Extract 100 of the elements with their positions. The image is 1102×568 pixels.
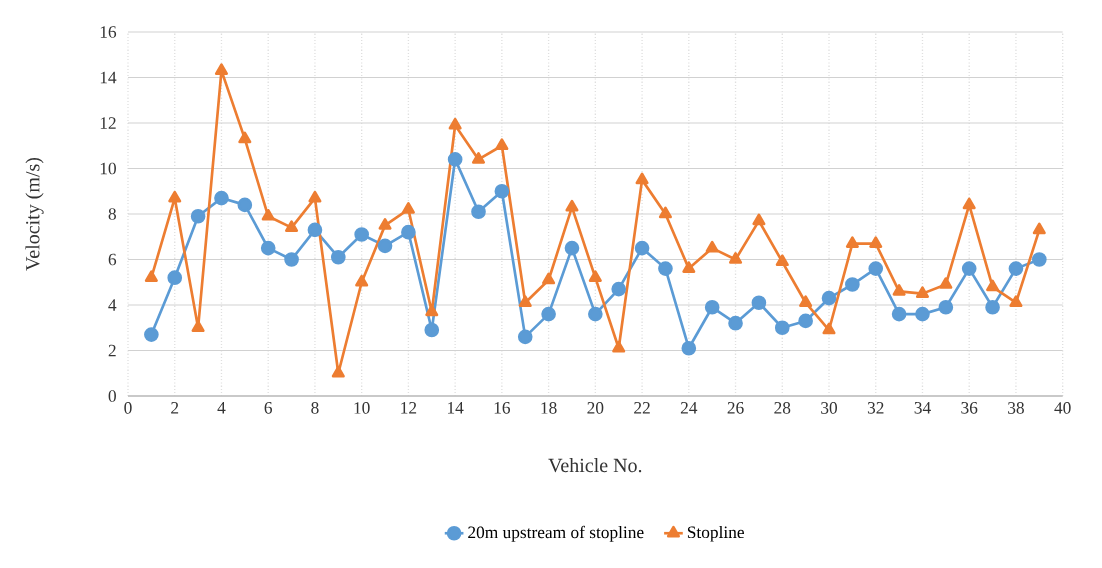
y-axis-title: Velocity (m/s): [25, 157, 44, 271]
point: [308, 190, 322, 203]
x-tick-label: 14: [448, 402, 464, 414]
point: [821, 290, 837, 306]
point: [447, 152, 463, 167]
point: [355, 274, 369, 287]
x-tick-label: 38: [1008, 402, 1024, 414]
y-tick-label: 14: [100, 71, 117, 84]
point: [985, 299, 1000, 315]
point: [961, 261, 977, 276]
x-tick-label: 4: [217, 402, 226, 414]
legend-label: Stopline: [687, 525, 744, 542]
point: [892, 284, 906, 296]
point: [962, 197, 976, 210]
point: [774, 320, 790, 336]
point: [705, 240, 719, 253]
point: [495, 138, 509, 151]
point: [986, 279, 1000, 292]
point: [307, 222, 323, 238]
y-tick-label: 10: [100, 162, 116, 175]
point: [377, 238, 393, 254]
point: [354, 227, 370, 242]
point: [425, 304, 439, 317]
y-tick-label: 0: [108, 390, 116, 402]
x-tick-label: 24: [680, 402, 698, 414]
point: [799, 295, 813, 308]
y-tick-label: 8: [108, 208, 116, 220]
x-tick-label: 0: [124, 402, 132, 414]
point: [261, 208, 275, 221]
point: [144, 327, 159, 342]
point: [214, 63, 229, 76]
point: [915, 306, 930, 322]
x-tick-label: 2: [171, 402, 179, 414]
point: [168, 190, 182, 203]
x-tick-label: 18: [541, 402, 557, 414]
point: [191, 320, 205, 333]
y-tick-label: 6: [108, 253, 117, 266]
point: [658, 206, 672, 219]
point: [1031, 252, 1047, 267]
point: [938, 299, 954, 315]
point: [1009, 295, 1023, 308]
point: [238, 131, 252, 144]
point: [845, 277, 860, 292]
point: [1008, 261, 1024, 276]
point: [775, 254, 789, 267]
y-tick-label: 4: [108, 299, 117, 311]
point: [845, 236, 859, 248]
point: [401, 202, 415, 214]
point: [285, 220, 299, 232]
x-axis-title: Vehicle No.: [548, 458, 642, 473]
point: [330, 249, 346, 265]
y-tick-label: 2: [108, 344, 116, 357]
x-tick-label: 28: [774, 402, 791, 414]
point: [542, 272, 556, 285]
x-tick-label: 10: [354, 402, 370, 414]
point: [144, 270, 158, 283]
point: [798, 313, 813, 329]
point: [682, 261, 696, 273]
point: [1032, 222, 1046, 235]
point: [494, 183, 510, 199]
point: [284, 252, 299, 267]
y-tick-label: 16: [100, 26, 117, 38]
point: [378, 218, 392, 230]
point: [751, 295, 767, 311]
x-tick-label: 40: [1054, 402, 1071, 414]
x-tick-label: 32: [867, 402, 884, 414]
point: [634, 240, 650, 256]
x-tick-label: 16: [494, 402, 511, 414]
x-tick-label: 20: [587, 402, 604, 414]
point: [611, 281, 627, 297]
point: [612, 340, 626, 353]
point: [424, 322, 440, 338]
point: [167, 270, 183, 286]
legend-label: 20m upstream of stopline: [468, 525, 644, 542]
point: [891, 306, 907, 322]
y-tick-label: 12: [100, 117, 116, 129]
point: [915, 286, 930, 298]
x-tick-label: 6: [264, 402, 273, 414]
point: [728, 315, 743, 331]
x-tick-label: 22: [634, 402, 650, 414]
point: [471, 204, 486, 220]
x-tick-label: 8: [311, 402, 319, 414]
point: [868, 261, 884, 276]
x-tick-label: 34: [914, 402, 931, 414]
point: [471, 152, 486, 164]
x-tick-label: 36: [961, 402, 978, 414]
point: [635, 172, 649, 185]
point: [681, 340, 697, 356]
x-tick-label: 26: [727, 402, 744, 414]
point: [448, 117, 462, 130]
point: [752, 213, 766, 226]
point: [939, 277, 953, 289]
point: [588, 270, 602, 283]
point: [190, 208, 206, 224]
point: [401, 224, 416, 240]
point: [565, 199, 579, 212]
point: [260, 240, 276, 256]
point: [658, 261, 673, 276]
point: [869, 236, 883, 248]
point: [214, 190, 229, 206]
